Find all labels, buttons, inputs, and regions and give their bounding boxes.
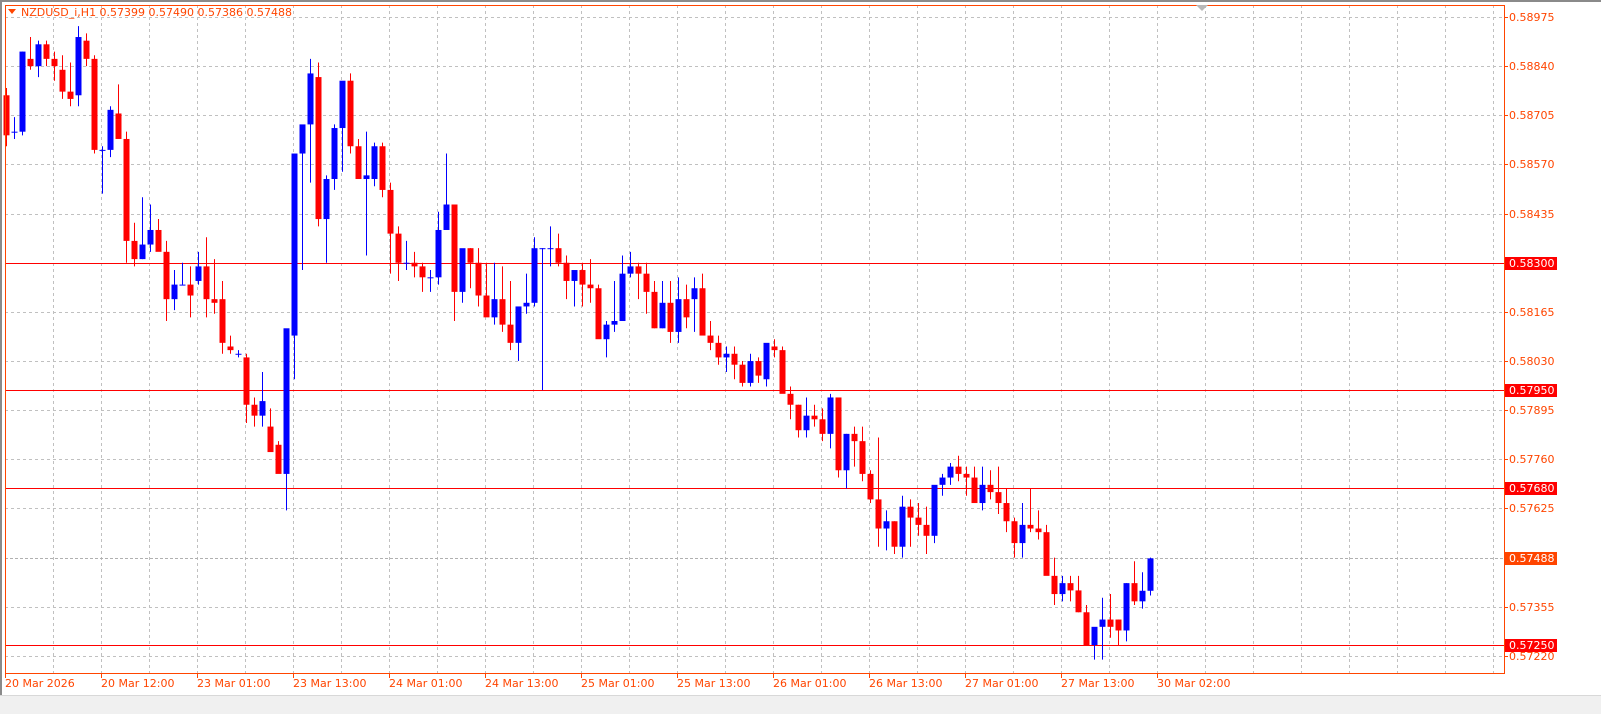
- price-tick-label: 0.58705: [1509, 109, 1555, 122]
- price-tick-label: 0.57895: [1509, 404, 1555, 417]
- horizontal-levels: [5, 263, 1504, 646]
- candlesticks: [3, 26, 1154, 660]
- time-tick-label: 27 Mar 13:00: [1061, 677, 1135, 690]
- level-price-tag: 0.57250: [1505, 639, 1557, 652]
- time-tick-label: 20 Mar 2026: [5, 677, 75, 690]
- price-tick-label: 0.58030: [1509, 355, 1555, 368]
- time-tick-label: 30 Mar 02:00: [1157, 677, 1231, 690]
- level-price-tag: 0.58300: [1505, 257, 1557, 270]
- time-tick-label: 25 Mar 13:00: [677, 677, 751, 690]
- price-tick-label: 0.57220: [1509, 650, 1555, 663]
- time-tick-label: 24 Mar 13:00: [485, 677, 559, 690]
- chart-title: NZDUSD_i,H1 0.57399 0.57490 0.57386 0.57…: [8, 6, 292, 19]
- price-tick-label: 0.58570: [1509, 158, 1555, 171]
- time-tick-label: 24 Mar 01:00: [389, 677, 463, 690]
- collapse-triangle-icon[interactable]: [8, 9, 16, 14]
- level-price-tag: 0.57680: [1505, 482, 1557, 495]
- time-tick-label: 25 Mar 01:00: [581, 677, 655, 690]
- price-tick-label: 0.57625: [1509, 502, 1555, 515]
- price-tick-label: 0.58975: [1509, 11, 1555, 24]
- price-tick-label: 0.57355: [1509, 601, 1555, 614]
- chart-axes: [5, 5, 1508, 678]
- time-tick-label: 20 Mar 12:00: [101, 677, 175, 690]
- time-tick-label: 23 Mar 01:00: [197, 677, 271, 690]
- price-tick-label: 0.58435: [1509, 208, 1555, 221]
- time-tick-label: 26 Mar 13:00: [869, 677, 943, 690]
- time-tick-label: 23 Mar 13:00: [293, 677, 367, 690]
- level-price-tag: 0.57950: [1505, 384, 1557, 397]
- current-price-tag: 0.57488: [1505, 552, 1557, 565]
- symbol-ohlc-label: NZDUSD_i,H1 0.57399 0.57490 0.57386 0.57…: [21, 6, 292, 19]
- chart-grid: [5, 5, 1504, 673]
- bottom-strip: [0, 695, 1601, 714]
- price-tick-label: 0.58840: [1509, 60, 1555, 73]
- time-tick-label: 27 Mar 01:00: [965, 677, 1039, 690]
- price-tick-label: 0.58165: [1509, 306, 1555, 319]
- time-tick-label: 26 Mar 01:00: [773, 677, 847, 690]
- price-tick-label: 0.57760: [1509, 453, 1555, 466]
